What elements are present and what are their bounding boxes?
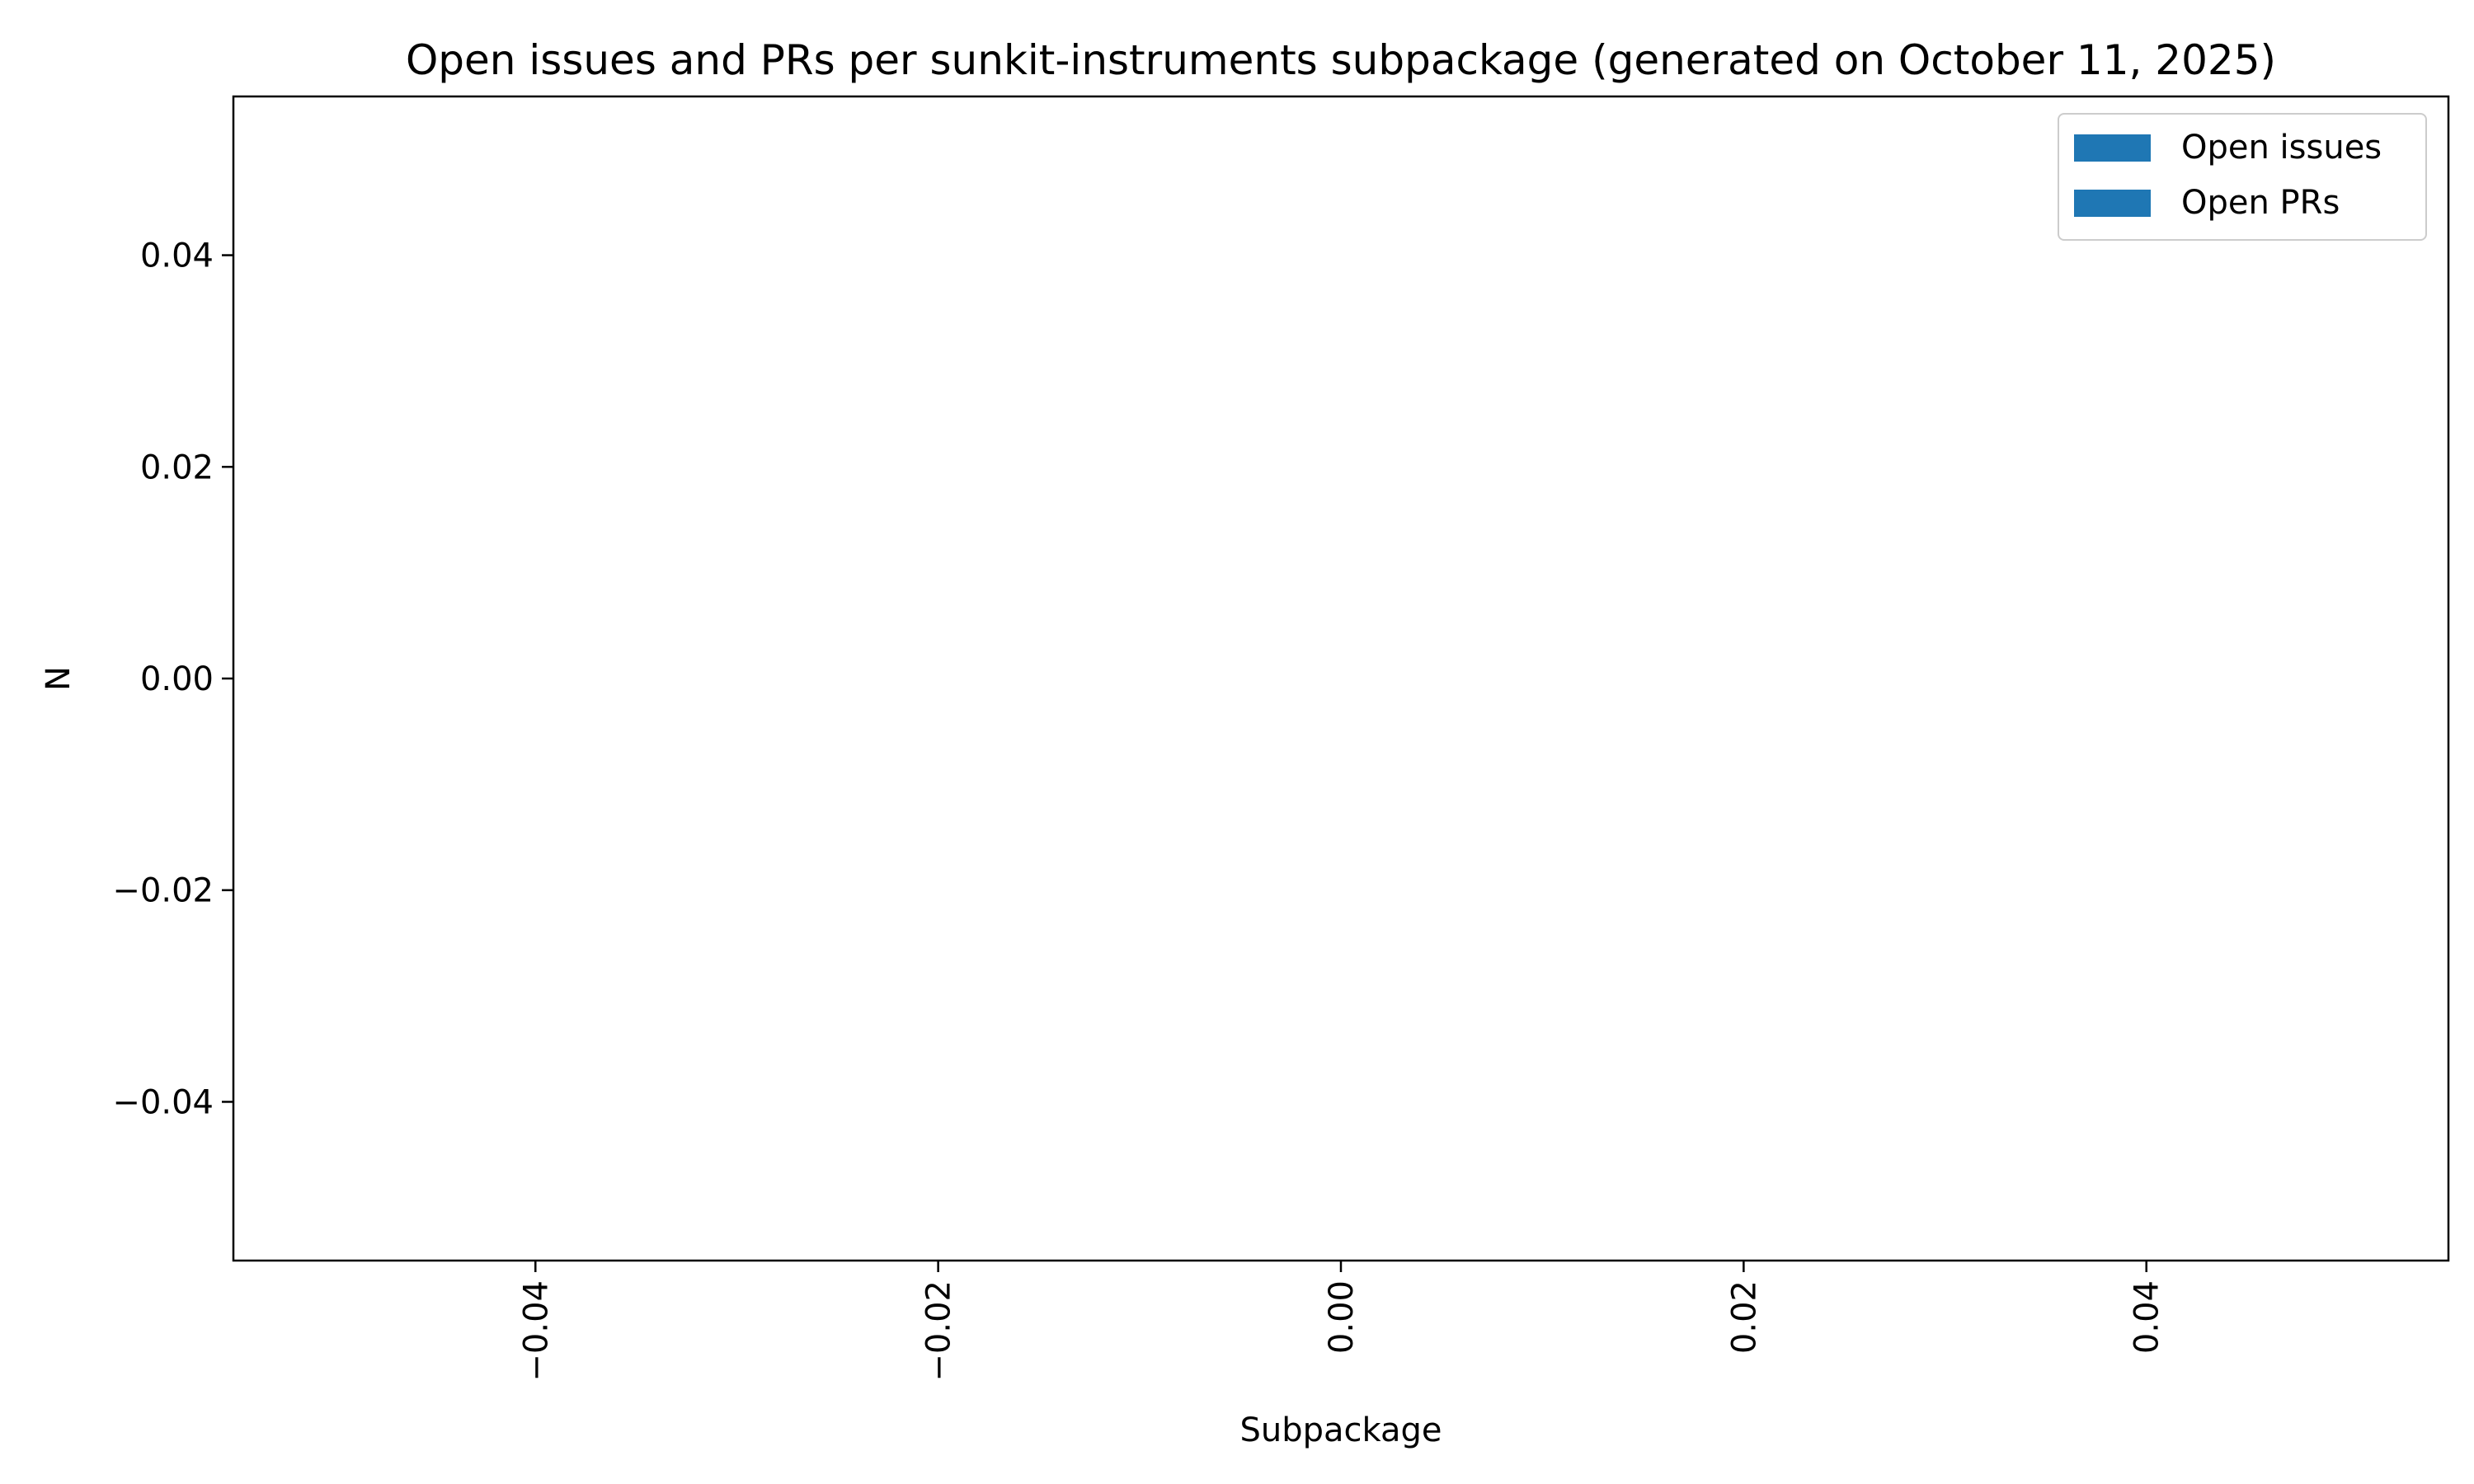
legend-swatch-open-prs	[2074, 190, 2151, 217]
x-tick-label: 0.02	[1725, 1280, 1763, 1354]
legend: Open issues Open PRs	[2058, 113, 2427, 241]
x-tick-label: 0.04	[2128, 1280, 2166, 1354]
y-tick-label: −0.02	[112, 872, 214, 910]
y-tick-label: 0.02	[140, 448, 214, 486]
x-axis-label: Subpackage	[1240, 1411, 1442, 1449]
y-axis-ticks: 0.04 0.02 0.00 −0.02 −0.04	[112, 237, 233, 1121]
y-tick-label: 0.04	[140, 237, 214, 275]
y-axis-label: N	[40, 666, 78, 691]
legend-label-open-prs: Open PRs	[2181, 184, 2340, 222]
y-tick-label: −0.04	[112, 1083, 214, 1121]
y-tick-label: 0.00	[140, 660, 214, 698]
x-tick-label: −0.02	[920, 1280, 958, 1382]
x-tick-label: 0.00	[1323, 1280, 1361, 1354]
chart-title: Open issues and PRs per sunkit-instrumen…	[406, 36, 2276, 84]
x-tick-label: −0.04	[517, 1280, 555, 1382]
plot-area	[232, 95, 2450, 1262]
x-axis-ticks: −0.04 −0.02 0.00 0.02 0.04	[517, 1261, 2166, 1382]
legend-swatch-open-issues	[2074, 134, 2151, 162]
legend-label-open-issues: Open issues	[2181, 129, 2382, 167]
